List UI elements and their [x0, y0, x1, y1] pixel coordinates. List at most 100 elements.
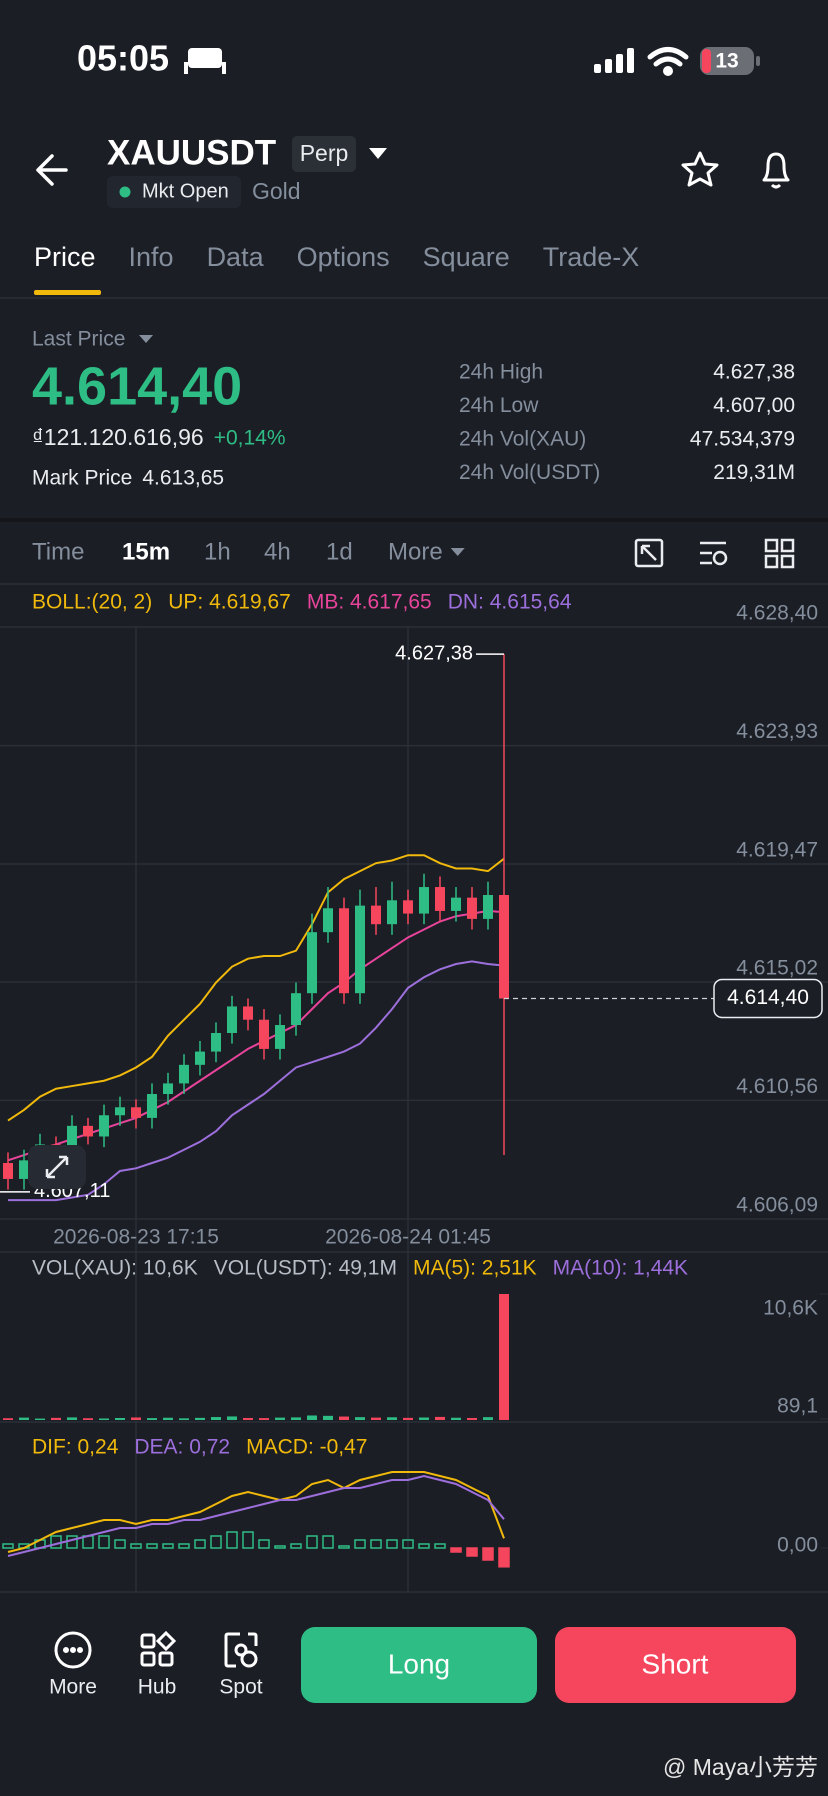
x-tick-label: 2026-08-23 17:15	[53, 1226, 219, 1249]
y-tick-label: 4.619,47	[736, 839, 818, 862]
indicator-label: DIF: 0,24	[32, 1436, 119, 1459]
volume-bar	[115, 1417, 125, 1420]
boll-line	[8, 960, 505, 1202]
macd-bar	[418, 1543, 430, 1549]
long-label: Long	[388, 1648, 450, 1679]
tab-bar: Price Info Data Options Square Trade-X	[34, 242, 639, 272]
kline-chart[interactable]: BOLL:(20, 2) UP: 4.619,67 MB: 4.617,65 DN: …	[0, 591, 828, 1592]
volume-bar	[147, 1418, 157, 1420]
favorite-button[interactable]	[681, 151, 719, 187]
volume-bar	[387, 1417, 397, 1420]
candle-body	[259, 1019, 269, 1049]
candle-body	[83, 1125, 93, 1137]
macd-bar	[450, 1547, 462, 1553]
macd-bar	[482, 1547, 494, 1561]
fullscreen-icon	[45, 1155, 69, 1179]
tab[interactable]: Square	[423, 242, 510, 272]
tab[interactable]: Info	[129, 242, 174, 272]
back-button[interactable]	[36, 154, 68, 186]
stat-label: 24h Vol(XAU)	[459, 428, 586, 451]
interval[interactable]: 1h	[204, 538, 231, 565]
macd-bar	[466, 1547, 478, 1557]
macd-bar	[178, 1543, 190, 1549]
y-tick-label: 4.610,56	[736, 1075, 818, 1098]
macd-bar	[498, 1547, 510, 1568]
status-dot	[119, 186, 131, 198]
volume-bar	[483, 1417, 493, 1420]
symbol-dropdown[interactable]	[369, 148, 387, 159]
interval[interactable]: 1d	[326, 538, 353, 565]
candle-body	[467, 897, 477, 919]
y-tick-label: 4.615,02	[736, 957, 818, 980]
nav-label[interactable]: Hub	[138, 1676, 177, 1699]
indicator-label: MACD: -0,47	[246, 1436, 367, 1459]
tab[interactable]: Price	[34, 242, 96, 272]
interval[interactable]: 15m	[122, 538, 170, 565]
tab[interactable]: Trade-X	[543, 242, 640, 272]
indicator-label: MA(5): 2,51K	[413, 1257, 537, 1280]
nav-icons	[54, 1630, 258, 1669]
interval-dropdown	[450, 548, 465, 556]
candle-body	[99, 1115, 109, 1137]
alert-button[interactable]	[762, 152, 790, 189]
volume-bar	[291, 1417, 301, 1420]
indicator-label: BOLL:(20, 2)	[32, 591, 152, 614]
volume-bar	[371, 1417, 381, 1420]
candle-body	[291, 993, 301, 1026]
candle-body	[3, 1163, 13, 1179]
volume-bar	[3, 1418, 13, 1420]
signal-icon	[594, 48, 634, 73]
stat-value: 47.534,379	[690, 428, 795, 451]
wifi-icon	[647, 47, 689, 76]
interval[interactable]: More	[388, 538, 443, 565]
watermark: @ Maya小芳芳	[663, 1754, 818, 1780]
short-button[interactable]	[555, 1627, 796, 1703]
stat-label: 24h High	[459, 361, 543, 384]
candle-body	[227, 1006, 237, 1033]
candle-body	[131, 1107, 141, 1118]
candle-body	[499, 895, 509, 999]
tab-indicator	[34, 290, 101, 295]
candle-body	[339, 908, 349, 994]
interval[interactable]: 4h	[264, 538, 291, 565]
volume-bar	[211, 1417, 221, 1420]
macd-bar	[386, 1539, 398, 1549]
macd-bar	[258, 1539, 270, 1549]
macd-bar	[226, 1531, 238, 1549]
interval[interactable]: Time	[32, 538, 84, 565]
macd-bar	[274, 1545, 286, 1549]
macd-bar	[114, 1539, 126, 1549]
y-tick-label: 4.606,09	[736, 1194, 818, 1217]
price-type-dropdown[interactable]	[139, 335, 153, 343]
contract-type: Perp	[300, 140, 349, 166]
candle-body	[451, 897, 461, 911]
chart-tools[interactable]	[634, 538, 795, 569]
y-tick-label: 0,00	[777, 1534, 818, 1557]
candle-body	[403, 900, 413, 914]
volume-bar	[275, 1417, 285, 1420]
volume-bar	[67, 1417, 77, 1420]
candle-body	[419, 887, 429, 914]
nav-label[interactable]: Spot	[219, 1676, 262, 1699]
volume-bar	[131, 1417, 141, 1420]
tab[interactable]: Data	[207, 242, 265, 272]
tab[interactable]: Options	[297, 242, 390, 272]
dea-line	[7, 1474, 505, 1557]
last-price-label[interactable]: Last Price	[32, 328, 125, 351]
symbol[interactable]: XAUUSDT	[107, 133, 276, 172]
macd-bar	[210, 1535, 222, 1549]
macd-bar	[306, 1535, 318, 1549]
mark-price: 4.613,65	[142, 467, 224, 490]
last-price-label: 4.614,40	[727, 986, 809, 1009]
candle-body	[371, 905, 381, 925]
stat-value: 4.627,38	[713, 361, 795, 384]
nav-label[interactable]: More	[49, 1676, 97, 1699]
stat-label: 24h Vol(USDT)	[459, 461, 600, 484]
volume-bar	[259, 1418, 269, 1420]
candle-body	[243, 1006, 253, 1020]
long-button[interactable]	[301, 1627, 537, 1703]
battery-icon: 13	[700, 47, 760, 75]
indicator-label: DEA: 0,72	[134, 1436, 230, 1459]
macd-bar	[434, 1543, 446, 1549]
